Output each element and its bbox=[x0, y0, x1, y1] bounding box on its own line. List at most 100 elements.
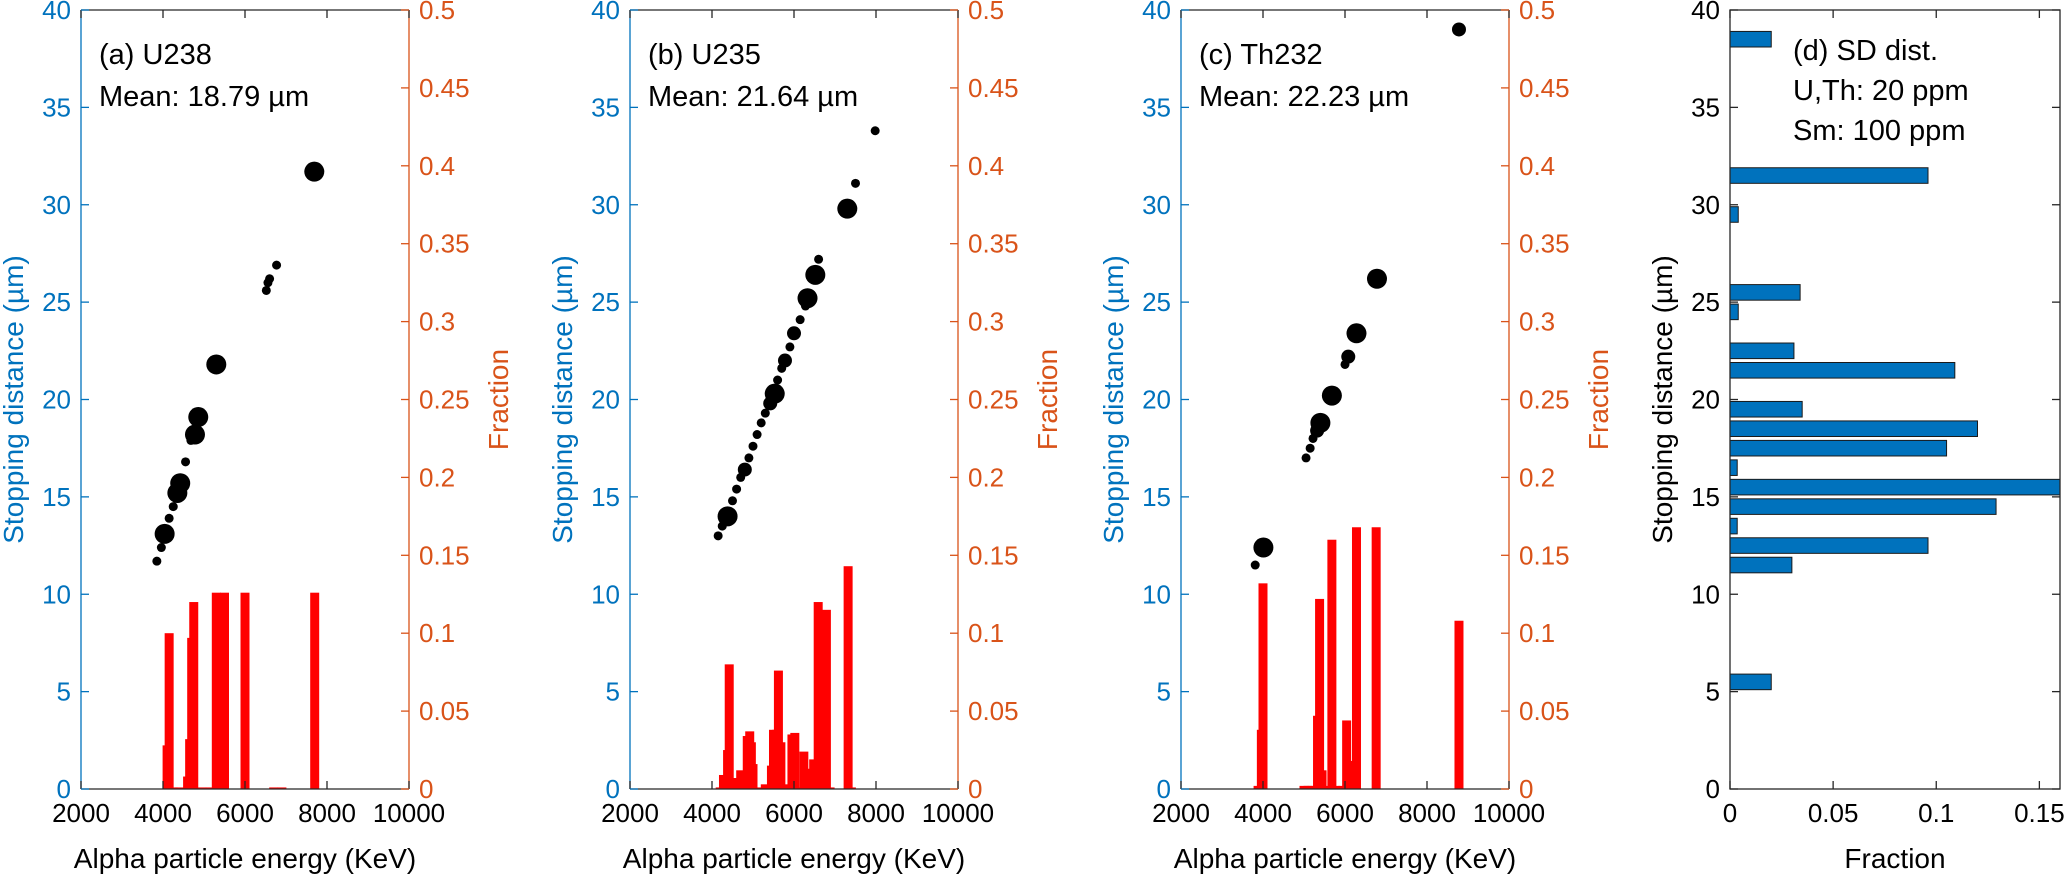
scatter-point bbox=[773, 375, 783, 385]
y-tick-label: 0 bbox=[57, 774, 71, 804]
scatter-point bbox=[870, 126, 880, 136]
energy-bar bbox=[1330, 785, 1340, 789]
energy-bar bbox=[1454, 620, 1464, 789]
scatter-point bbox=[717, 506, 738, 527]
sd-bar bbox=[1729, 537, 1929, 554]
scatter-point bbox=[1253, 537, 1274, 558]
y-tick-label: 20 bbox=[1142, 385, 1171, 415]
energy-bar bbox=[240, 592, 250, 789]
energy-bar bbox=[846, 787, 856, 789]
panel-annotation: (b) U235 bbox=[648, 39, 761, 71]
scatter-point bbox=[851, 178, 860, 188]
x-tick-label: 8000 bbox=[847, 798, 905, 828]
y-right-tick-label: 0.05 bbox=[419, 696, 470, 726]
sd-bar bbox=[1729, 303, 1739, 321]
scatter-point bbox=[168, 502, 178, 512]
energy-bar bbox=[269, 787, 279, 789]
y-right-tick-label: 0.4 bbox=[968, 151, 1004, 181]
x-tick-label: 0.1 bbox=[1918, 798, 1954, 828]
y-right-tick-label: 0 bbox=[419, 774, 433, 804]
scatter-point bbox=[764, 383, 785, 404]
x-tick-label: 8000 bbox=[298, 798, 356, 828]
y-tick-label: 10 bbox=[1691, 579, 1720, 609]
x-tick-label: 10000 bbox=[1473, 798, 1545, 828]
y-right-tick-label: 0.4 bbox=[419, 151, 455, 181]
energy-bar bbox=[776, 742, 786, 789]
y-right-tick-label: 0.3 bbox=[1519, 307, 1555, 337]
y-right-tick-label: 0.5 bbox=[419, 0, 455, 25]
panel-annotation: Mean: 18.79 µm bbox=[99, 81, 309, 113]
scatter-point bbox=[1346, 323, 1367, 344]
sd-bar bbox=[1729, 206, 1739, 223]
scatter-point bbox=[785, 342, 795, 352]
scatter-point bbox=[1321, 385, 1342, 406]
y-tick-label: 15 bbox=[42, 482, 71, 512]
y-tick-label: 0 bbox=[606, 774, 620, 804]
energy-bar bbox=[168, 787, 178, 789]
y-tick-label: 5 bbox=[1157, 677, 1171, 707]
scatter-point bbox=[748, 441, 758, 451]
y-tick-label: 35 bbox=[42, 92, 71, 122]
scatter-point bbox=[777, 353, 792, 368]
y-right-tick-label: 0.4 bbox=[1519, 151, 1555, 181]
sd-bar bbox=[1729, 420, 1978, 438]
energy-bar bbox=[752, 787, 762, 789]
scatter-point bbox=[795, 315, 805, 325]
y-tick-label: 15 bbox=[1691, 482, 1720, 512]
energy-bar bbox=[1322, 785, 1332, 789]
y-right-tick-label: 0.25 bbox=[419, 385, 470, 415]
energy-bar bbox=[1315, 598, 1325, 789]
scatter-point bbox=[265, 274, 275, 284]
scatter-point bbox=[744, 453, 754, 463]
scatter-point bbox=[206, 354, 227, 375]
scatter-point bbox=[728, 496, 737, 506]
y-tick-label: 35 bbox=[1142, 92, 1171, 122]
x-tick-label: 0.15 bbox=[2014, 798, 2065, 828]
y-right-tick-label: 0.45 bbox=[419, 73, 470, 103]
y-tick-label: 5 bbox=[57, 677, 71, 707]
energy-bar bbox=[164, 633, 174, 789]
y-right-tick-label: 0.25 bbox=[1519, 385, 1570, 415]
sd-bar bbox=[1729, 459, 1738, 476]
energy-bar bbox=[220, 592, 229, 789]
y-right-tick-label: 0.15 bbox=[968, 540, 1019, 570]
scatter-point bbox=[814, 254, 824, 264]
sd-bar bbox=[1729, 167, 1929, 184]
y-right-tick-label: 0.25 bbox=[968, 385, 1019, 415]
x-tick-label: 2000 bbox=[1152, 798, 1210, 828]
sd-bar bbox=[1729, 400, 1803, 418]
y-right-tick-label: 0.3 bbox=[419, 307, 455, 337]
energy-bar bbox=[760, 784, 770, 789]
energy-bar bbox=[843, 566, 853, 789]
panel-annotation: (a) U238 bbox=[99, 39, 212, 71]
y-tick-label: 35 bbox=[1691, 92, 1720, 122]
scatter-point bbox=[837, 198, 858, 219]
y-tick-label: 30 bbox=[42, 190, 71, 220]
y-right-tick-label: 0.35 bbox=[419, 229, 470, 259]
y-tick-label: 30 bbox=[1691, 190, 1720, 220]
panel-annotation: Mean: 21.64 µm bbox=[648, 81, 858, 113]
y-right-axis-label: Fraction bbox=[1032, 349, 1063, 450]
y-right-tick-label: 0.45 bbox=[1519, 73, 1570, 103]
y-right-tick-label: 0.05 bbox=[1519, 696, 1570, 726]
scatter-point bbox=[752, 430, 762, 440]
x-tick-label: 6000 bbox=[1316, 798, 1374, 828]
y-right-tick-label: 0.5 bbox=[1519, 0, 1555, 25]
x-axis-label: Alpha particle energy (KeV) bbox=[1174, 843, 1516, 874]
x-tick-label: 8000 bbox=[1398, 798, 1456, 828]
x-tick-label: 2000 bbox=[52, 798, 110, 828]
x-tick-label: 6000 bbox=[216, 798, 274, 828]
scatter-point bbox=[1341, 349, 1356, 364]
y-right-tick-label: 0.35 bbox=[1519, 229, 1570, 259]
x-tick-label: 0.05 bbox=[1808, 798, 1859, 828]
y-right-tick-label: 0.5 bbox=[968, 0, 1004, 25]
panel-b: 2000 4000 6000 8000 10000051015202530354000.… bbox=[547, 0, 1063, 874]
energy-bar bbox=[736, 770, 746, 789]
y-right-tick-label: 0.2 bbox=[419, 462, 455, 492]
scatter-point bbox=[787, 326, 801, 341]
y-tick-label: 20 bbox=[591, 385, 620, 415]
y-right-tick-label: 0.1 bbox=[419, 618, 455, 648]
y-tick-label: 10 bbox=[42, 579, 71, 609]
scatter-point bbox=[1310, 412, 1331, 433]
energy-bar bbox=[1342, 720, 1352, 789]
